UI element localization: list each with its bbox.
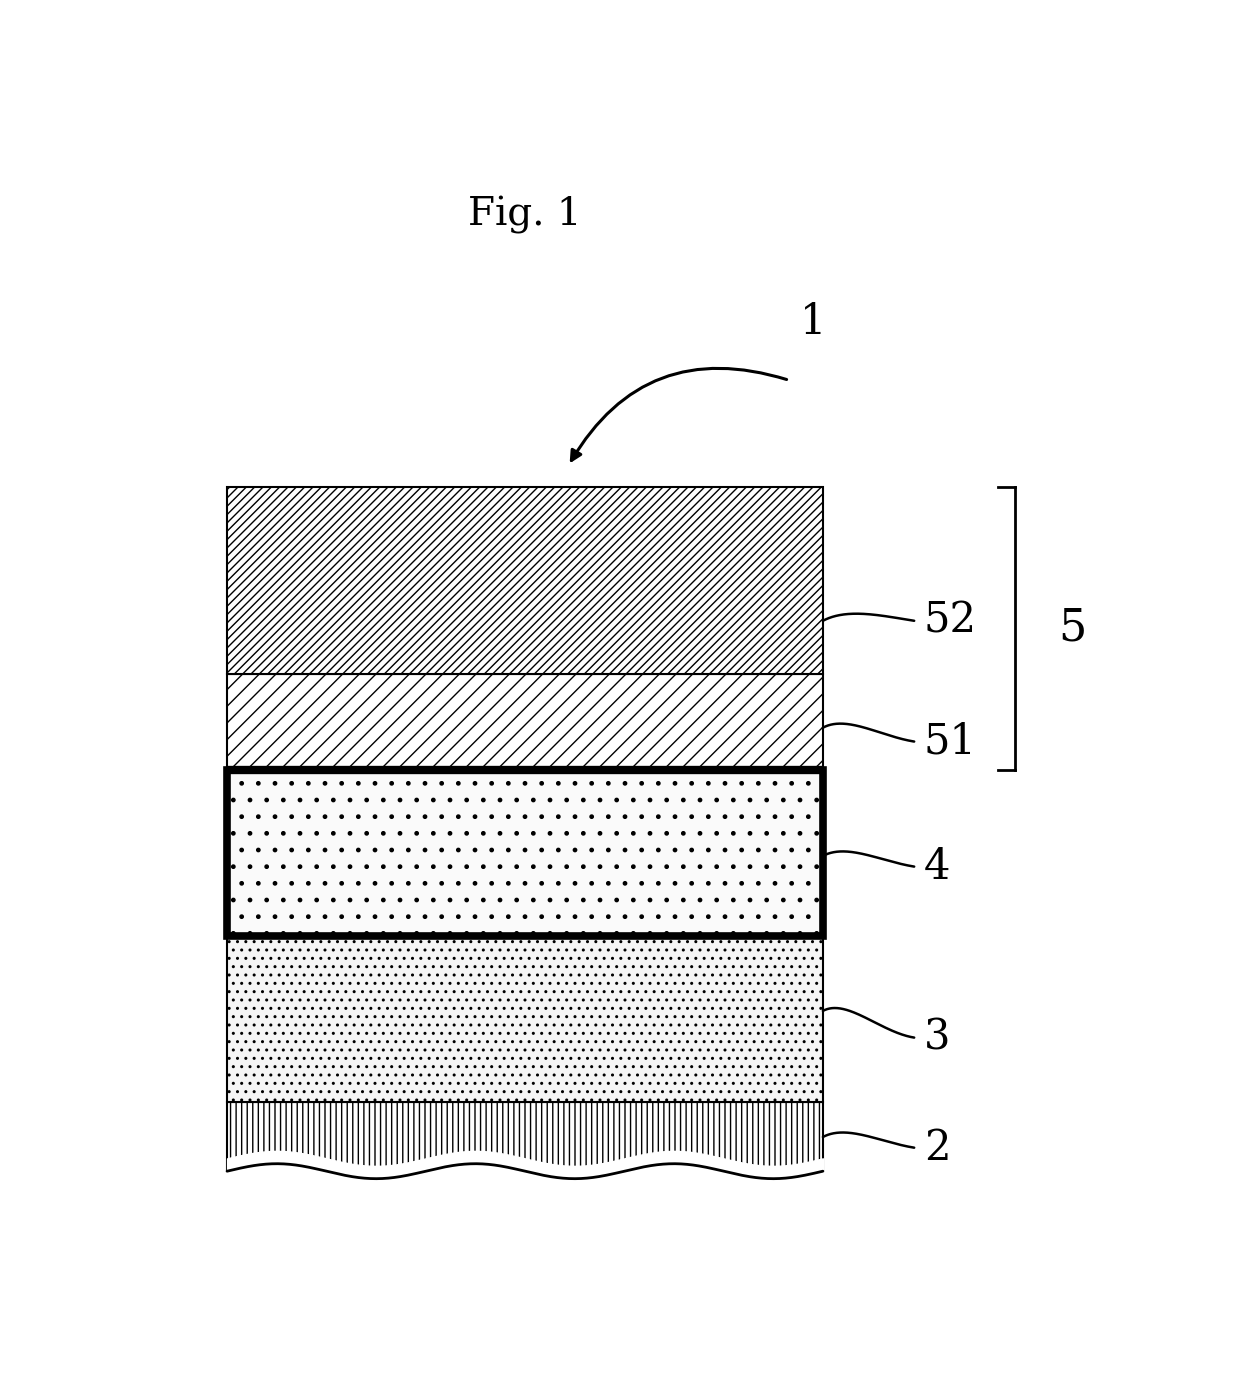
Text: 3: 3 — [924, 1016, 950, 1059]
Text: 52: 52 — [924, 600, 977, 641]
Bar — [227, 936, 823, 1102]
Text: 4: 4 — [924, 845, 950, 887]
Bar — [227, 770, 823, 936]
Bar — [227, 487, 823, 675]
Bar — [227, 770, 823, 936]
Bar — [227, 487, 823, 675]
Text: Fig. 1: Fig. 1 — [469, 196, 582, 233]
Bar — [227, 936, 823, 1102]
Text: 51: 51 — [924, 720, 977, 762]
Bar — [227, 675, 823, 770]
Bar — [227, 675, 823, 770]
Text: 5: 5 — [1058, 607, 1086, 650]
Bar — [227, 1102, 823, 1171]
Text: 1: 1 — [800, 301, 827, 343]
Text: 2: 2 — [924, 1127, 950, 1169]
Bar — [227, 1102, 823, 1171]
